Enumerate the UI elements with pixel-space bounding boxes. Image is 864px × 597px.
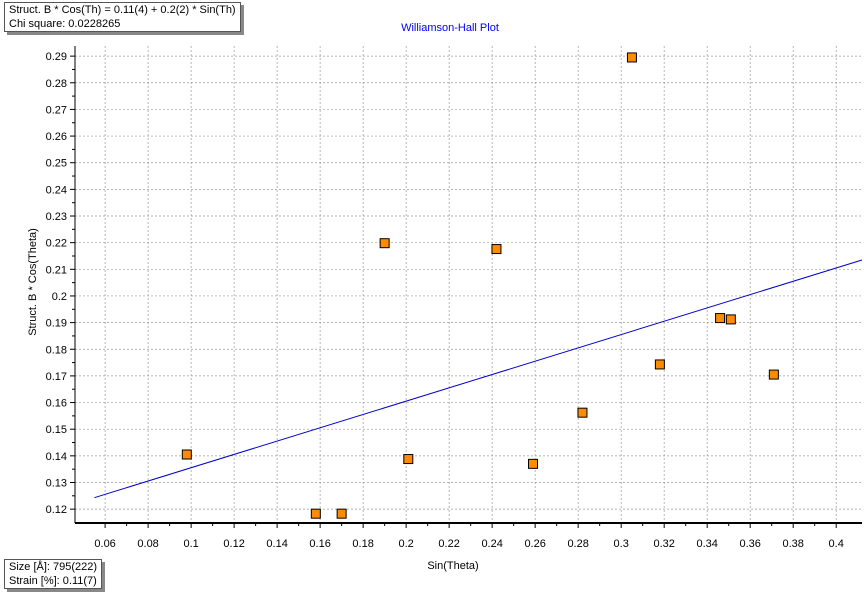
- y-tick-label: 0.24: [46, 184, 67, 196]
- y-tick-label: 0.19: [46, 318, 67, 330]
- data-point-marker: [768, 369, 779, 380]
- chart-title: Williamson-Hall Plot: [401, 22, 499, 34]
- x-tick-label: 0.28: [567, 538, 588, 550]
- axes: 0.06 0.08 0.1 0.12 0.14 0.16 0.18 0.2 0.22 0.24 0.…: [46, 46, 862, 550]
- x-tick-label: 0.18: [352, 538, 373, 550]
- data-point-marker: [336, 508, 347, 519]
- data-point-marker: [725, 314, 736, 325]
- fit-equation: Struct. B * Cos(Th) = 0.11(4) + 0.2(2) *…: [9, 4, 236, 16]
- x-tick-label: 0.2: [398, 538, 413, 550]
- x-tick-label: 0.36: [739, 538, 760, 550]
- x-tick-label: 0.3: [614, 538, 629, 550]
- data-point-marker: [577, 407, 588, 418]
- x-tick-label: 0.12: [223, 538, 244, 550]
- x-tick-label: 0.1: [183, 538, 198, 550]
- y-tick-label: 0.26: [46, 131, 67, 143]
- y-axis-label: Struct. B * Cos(Theta): [27, 228, 39, 336]
- chi-square: Chi square: 0.0228265: [9, 18, 121, 30]
- x-tick-label: 0.22: [438, 538, 459, 550]
- size-strain-box: Size [Å]: 795(222) Strain [%]: 0.11(7): [4, 559, 103, 589]
- x-tick-label: 0.34: [696, 538, 717, 550]
- y-tick-label: 0.27: [46, 104, 67, 116]
- x-tick-label: 0.16: [309, 538, 330, 550]
- y-tick-label: 0.13: [46, 477, 67, 489]
- x-tick-label: 0.06: [94, 538, 115, 550]
- y-tick-label: 0.25: [46, 158, 67, 170]
- x-tick-label: 0.08: [137, 538, 158, 550]
- y-tick-label: 0.15: [46, 424, 67, 436]
- x-tick-label: 0.24: [481, 538, 502, 550]
- y-tick-label: 0.17: [46, 371, 67, 383]
- data-point-marker: [654, 359, 665, 370]
- x-tick-label: 0.4: [829, 538, 844, 550]
- x-tick-label: 0.32: [653, 538, 674, 550]
- y-tick-label: 0.23: [46, 211, 67, 223]
- y-tick-label: 0.14: [46, 451, 67, 463]
- x-tick-label: 0.14: [266, 538, 287, 550]
- data-point-marker: [181, 449, 192, 460]
- y-tick-label: 0.2: [52, 291, 67, 303]
- y-tick-label: 0.12: [46, 504, 67, 516]
- data-point-marker: [715, 313, 726, 324]
- data-points: [181, 52, 779, 519]
- size-value: Size [Å]: 795(222): [9, 561, 98, 573]
- fit-line: [94, 259, 863, 499]
- data-point-marker: [626, 52, 637, 63]
- x-axis-label: Sin(Theta): [427, 560, 478, 572]
- fit-equation-box: Struct. B * Cos(Th) = 0.11(4) + 0.2(2) *…: [4, 2, 241, 32]
- strain-value: Strain [%]: 0.11(7): [9, 575, 97, 587]
- x-tick-label: 0.38: [782, 538, 803, 550]
- x-tick-label: 0.26: [524, 538, 545, 550]
- y-tick-label: 0.18: [46, 344, 67, 356]
- y-tick-label: 0.22: [46, 238, 67, 250]
- y-tick-label: 0.29: [46, 51, 67, 63]
- y-tick-label: 0.28: [46, 78, 67, 90]
- data-point-marker: [379, 238, 390, 249]
- y-tick-label: 0.16: [46, 398, 67, 410]
- y-tick-label: 0.21: [46, 264, 67, 276]
- data-point-marker: [310, 508, 321, 519]
- data-point-marker: [403, 454, 414, 465]
- data-point-marker: [528, 458, 539, 469]
- grid-lines: [75, 46, 862, 523]
- data-point-marker: [491, 244, 502, 255]
